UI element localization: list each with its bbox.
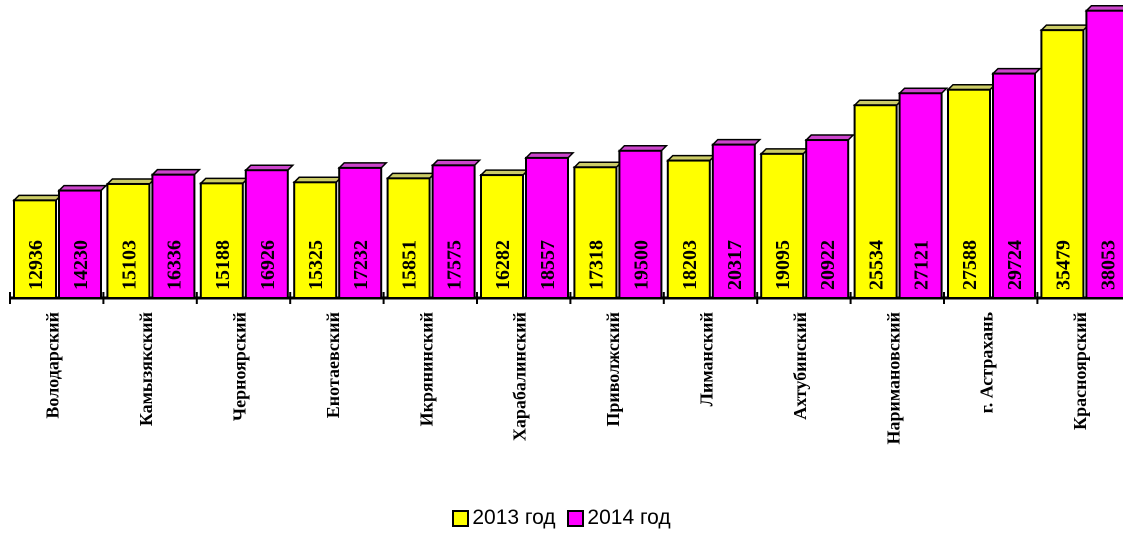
category-label: Енотаевский: [323, 312, 343, 418]
category-label: г. Астрахань: [977, 312, 997, 414]
category-label: Володарский: [43, 312, 63, 419]
legend-swatch-2014: [567, 510, 584, 527]
legend: 2013 год 2014 год: [0, 506, 1123, 533]
category-label: Харабалинский: [510, 312, 530, 441]
category-label: Икрянинский: [416, 312, 436, 426]
value-label: 15851: [399, 240, 421, 290]
category-label: Ахтубинский: [790, 312, 810, 420]
value-label: 15188: [212, 240, 234, 290]
legend-label-2013: 2013 год: [472, 506, 555, 530]
category-label: Наримановский: [883, 312, 903, 445]
value-label: 35479: [1052, 240, 1074, 290]
value-label: 27588: [959, 240, 981, 290]
category-label: Черноярский: [230, 312, 250, 421]
value-label: 29724: [1004, 240, 1026, 290]
value-label: 15103: [118, 240, 140, 290]
category-label: Приволжский: [603, 312, 623, 427]
value-label: 15325: [305, 240, 327, 290]
value-label: 16926: [257, 240, 279, 290]
value-label: 17575: [444, 240, 466, 290]
value-label: 16336: [163, 240, 185, 290]
category-labels: Володарский Камызякский Черноярский Енотаев…: [43, 312, 1090, 445]
category-label: Лиманский: [697, 312, 717, 406]
category-label: Камызякский: [136, 312, 156, 426]
value-label: 16282: [492, 240, 514, 290]
value-label: 20922: [817, 240, 839, 290]
value-label: 20317: [724, 240, 746, 290]
value-label: 19095: [772, 240, 794, 290]
legend-swatch-2013: [452, 510, 469, 527]
value-label: 18203: [679, 240, 701, 290]
value-label: 18557: [537, 240, 559, 290]
legend-label-2014: 2014 год: [587, 506, 670, 530]
category-label: Красноярский: [1070, 312, 1090, 430]
value-label: 38053: [1097, 240, 1119, 290]
value-label: 14230: [70, 240, 92, 290]
value-label: 27121: [911, 240, 933, 290]
value-label: 17318: [585, 240, 607, 290]
legend-item-2014: 2014 год: [567, 506, 670, 530]
legend-item-2013: 2013 год: [452, 506, 555, 530]
value-label: 17232: [350, 240, 372, 290]
value-label: 25534: [866, 240, 888, 290]
value-label: 19500: [630, 240, 652, 290]
value-label: 12936: [25, 240, 47, 290]
